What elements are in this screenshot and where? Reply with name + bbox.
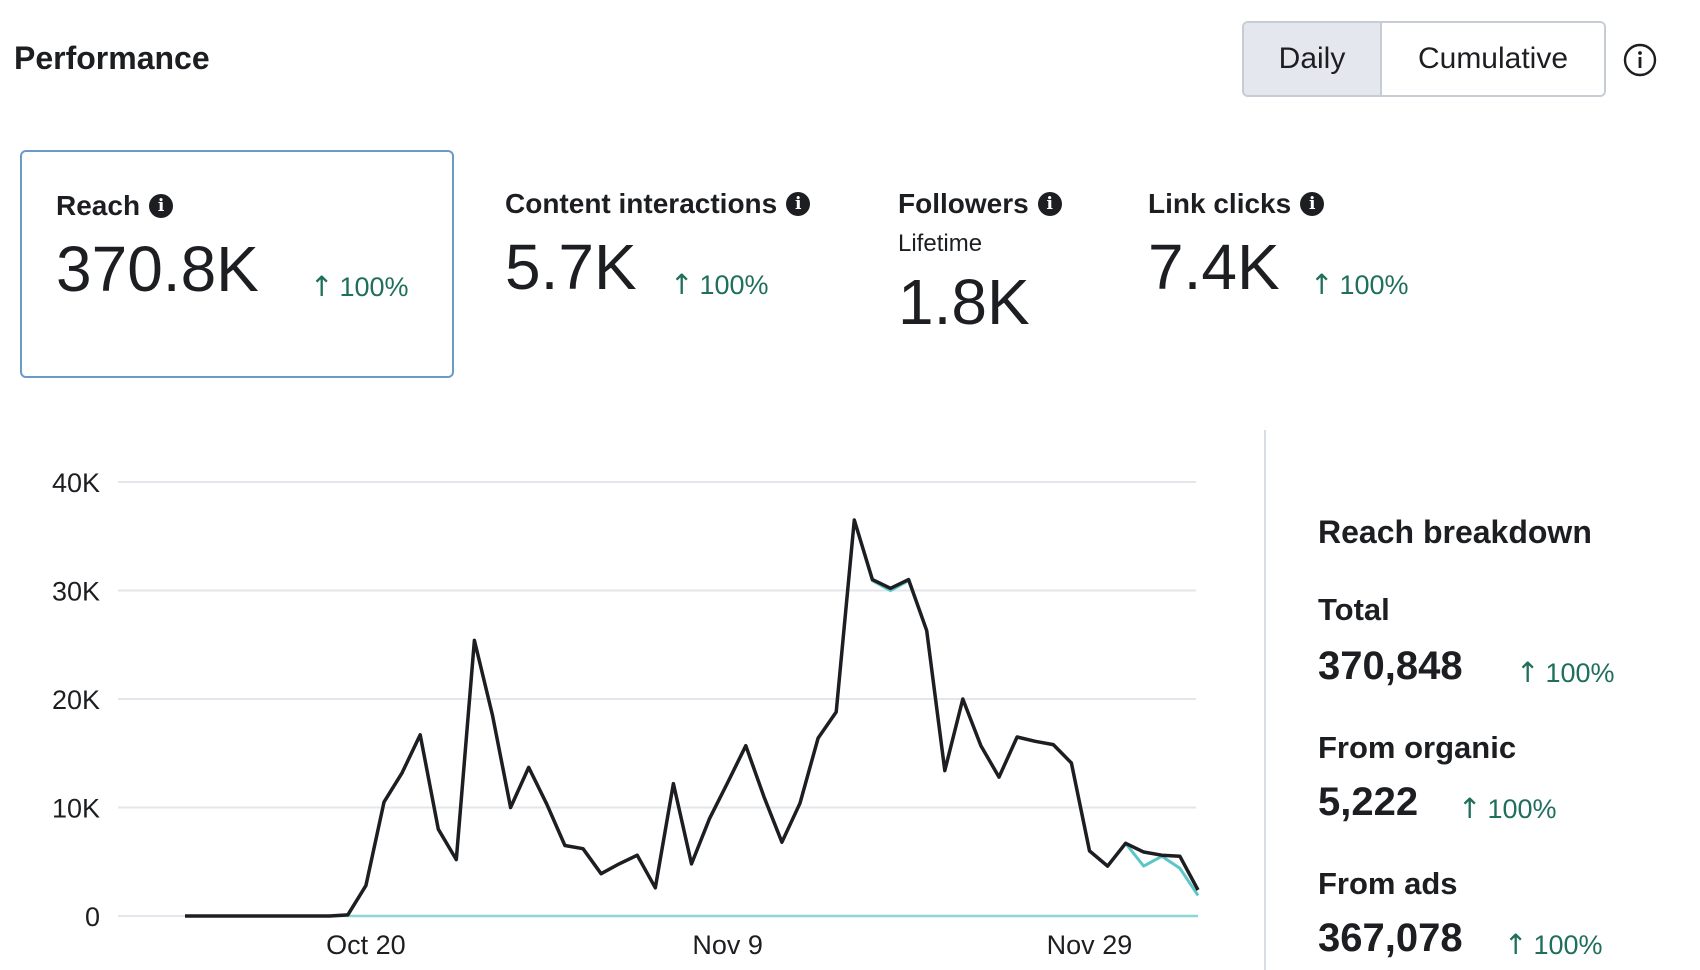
arrow-up-icon: ↑ — [1504, 928, 1528, 961]
info-icon[interactable]: i — [1037, 192, 1062, 216]
metric-value: 370.8K — [56, 233, 259, 305]
metric-label: Link clicks — [1148, 188, 1292, 219]
metric-card-reach[interactable]: Reach i 370.8K ↑ 100% — [20, 150, 454, 378]
metric-change: ↑ 100% — [310, 270, 409, 303]
view-toggle: Daily Cumulative — [1242, 21, 1606, 97]
arrow-up-icon: ↑ — [1516, 656, 1540, 689]
daily-toggle-button[interactable]: Daily — [1244, 23, 1382, 95]
breakdown-ads-label: From ads — [1318, 866, 1458, 901]
y-tick-label: 30K — [52, 577, 100, 607]
metric-label: Content interactions — [505, 188, 778, 219]
arrow-up-icon: ↑ — [310, 270, 334, 303]
info-icon[interactable] — [1623, 43, 1657, 77]
cumulative-toggle-button[interactable]: Cumulative — [1382, 23, 1604, 95]
x-tick-label: Nov 9 — [692, 930, 763, 960]
metric-change: ↑ 100% — [1310, 268, 1409, 301]
breakdown-organic-label: From organic — [1318, 730, 1517, 765]
breakdown-total-value: 370,848 — [1318, 644, 1463, 688]
info-icon[interactable]: i — [149, 194, 174, 218]
metric-change: ↑ 100% — [670, 268, 769, 301]
page-title: Performance — [14, 40, 210, 76]
metric-label: Followers — [898, 188, 1029, 219]
metric-card-link-clicks[interactable]: Link clicks i 7.4K ↑ 100% — [1130, 150, 1460, 378]
breakdown-ads-change: ↑ 100% — [1504, 928, 1603, 961]
breakdown-total-label: Total — [1318, 592, 1390, 627]
divider — [1264, 430, 1266, 970]
x-tick-label: Oct 20 — [326, 930, 406, 960]
x-tick-label: Nov 29 — [1047, 930, 1133, 960]
reach-line-chart: 40K 30K 20K 10K 0 Oct 20 Nov 9 Nov 29 — [52, 468, 1200, 960]
breakdown-organic-change: ↑ 100% — [1458, 792, 1557, 825]
y-tick-label: 20K — [52, 685, 100, 715]
metric-card-followers[interactable]: Followers i Lifetime 1.8K — [880, 150, 1110, 378]
metric-value: 7.4K — [1148, 231, 1280, 303]
series-line-total — [185, 518, 1200, 918]
arrow-up-icon: ↑ — [1458, 792, 1482, 825]
metric-sublabel: Lifetime — [898, 230, 983, 257]
info-icon[interactable]: i — [786, 192, 811, 216]
y-tick-label: 0 — [85, 902, 100, 932]
metric-card-content-interactions[interactable]: Content interactions i 5.7K ↑ 100% — [490, 150, 850, 378]
metric-label: Reach — [56, 190, 141, 221]
breakdown-total-change: ↑ 100% — [1516, 656, 1615, 689]
info-icon[interactable]: i — [1300, 192, 1325, 216]
y-tick-label: 40K — [52, 468, 100, 498]
metric-value: 5.7K — [505, 231, 637, 303]
breakdown-organic-value: 5,222 — [1318, 780, 1419, 824]
breakdown-title: Reach breakdown — [1318, 514, 1592, 550]
arrow-up-icon: ↑ — [670, 268, 694, 301]
arrow-up-icon: ↑ — [1310, 268, 1334, 301]
y-tick-label: 10K — [52, 794, 100, 824]
breakdown-ads-value: 367,078 — [1318, 916, 1463, 960]
metric-value: 1.8K — [898, 266, 1030, 338]
